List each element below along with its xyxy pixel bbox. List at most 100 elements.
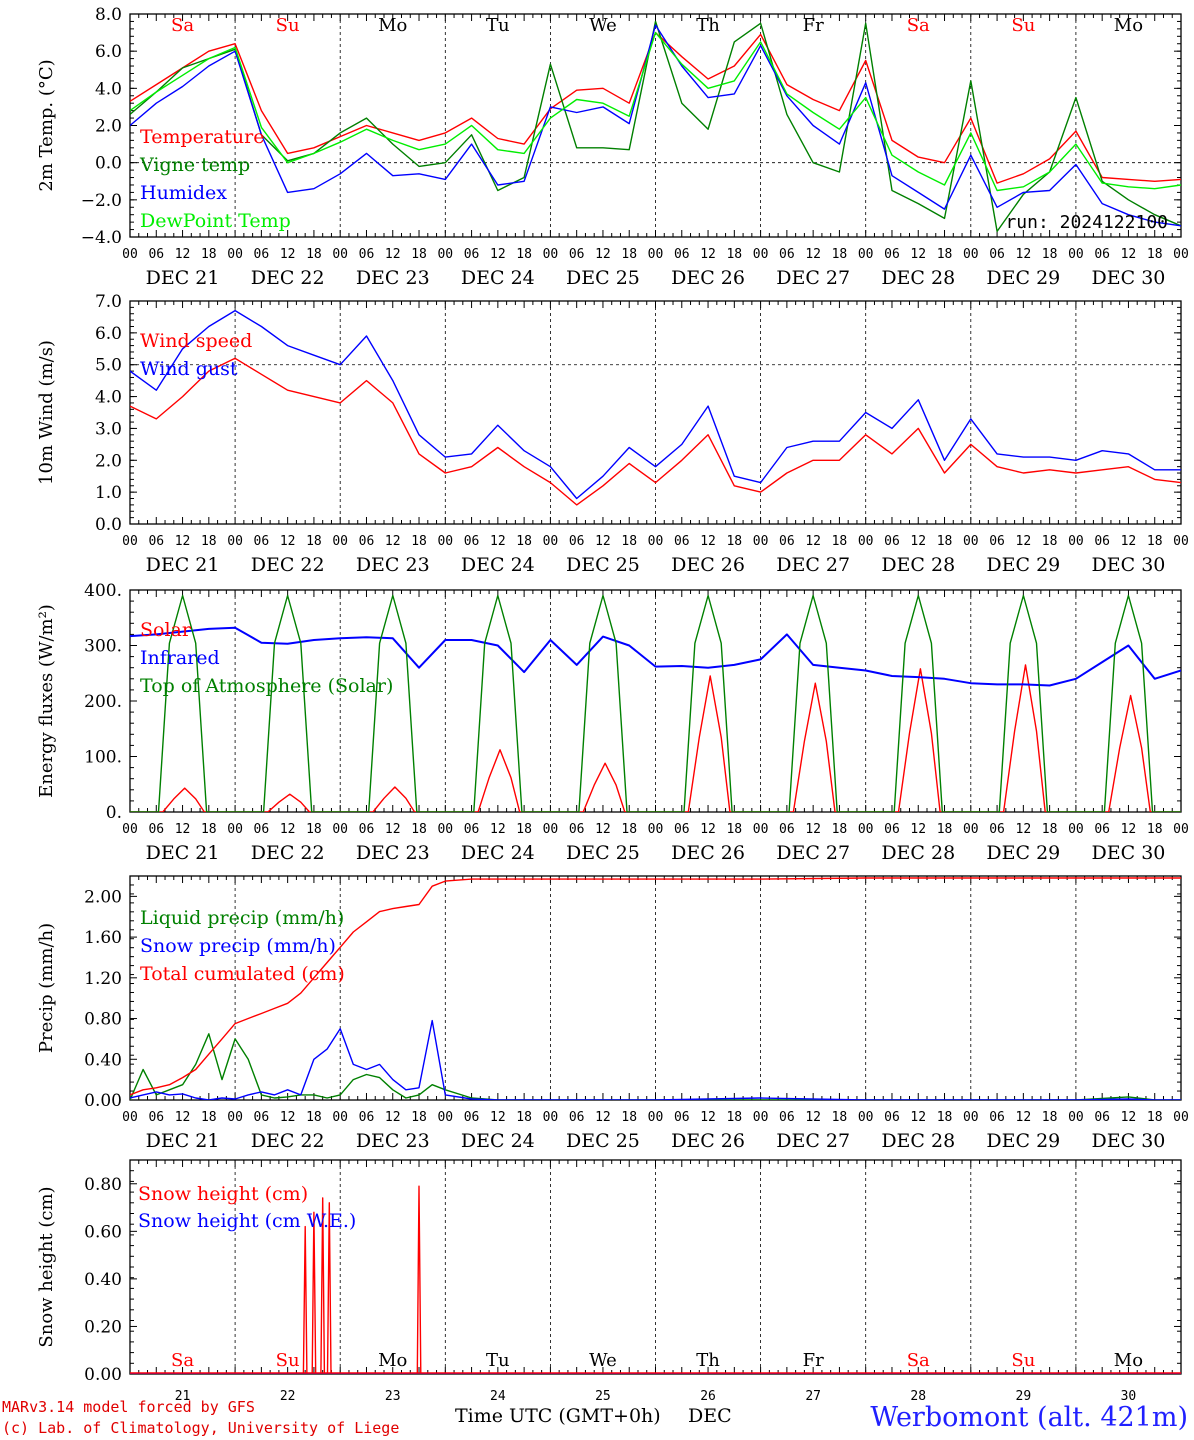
x-hour-label: 00 (332, 247, 348, 262)
series-line-total-cumulated-cm- (130, 877, 1181, 1096)
x-date-label: DEC 22 (251, 267, 325, 289)
x-hour-label: 00 (543, 822, 559, 837)
x-hour-label: 00 (122, 534, 138, 549)
x-hour-label: 00 (963, 1110, 979, 1125)
x-hour-label: 18 (411, 822, 427, 837)
x-hour-label: 18 (832, 822, 848, 837)
x-hour-label: 18 (937, 1110, 953, 1125)
x-hour-label: 06 (464, 247, 480, 262)
x-date-label: DEC 29 (986, 842, 1060, 864)
x-hour-label: 06 (884, 1110, 900, 1125)
y-tick-label: 0.20 (84, 1317, 122, 1337)
x-hour-label: 12 (595, 534, 611, 549)
x-hour-label: 00 (227, 1110, 243, 1125)
series-line-snow-precip-mm-h- (130, 1019, 1181, 1100)
x-hour-label: 06 (359, 1110, 375, 1125)
series-group (130, 309, 1181, 506)
x-hour-label: 00 (332, 1110, 348, 1125)
x-hour-label: 00 (963, 822, 979, 837)
x-hour-label: 06 (989, 1110, 1005, 1125)
x-hour-label: 18 (516, 534, 532, 549)
legend-label: DewPoint Temp (140, 210, 291, 232)
x-hour-label: 18 (411, 247, 427, 262)
y-axis-label: Energy fluxes (W/m²) (36, 604, 57, 798)
x-date-label: DEC 28 (881, 554, 955, 576)
panel-1: 8.0 6.0 4.0 2.0 0.0 −2.0 −4.0 2m Temp. (°C) Sa Su… (36, 5, 1189, 289)
x-hour-label: 12 (175, 822, 191, 837)
y-tick-label: 5.0 (95, 356, 122, 376)
y-tick-label: 0.00 (84, 1091, 122, 1111)
x-hour-label: 06 (359, 822, 375, 837)
x-hour-label: 00 (543, 247, 559, 262)
day-of-week-label-bottom: Mo (378, 1350, 407, 1371)
x-hour-label: 06 (989, 534, 1005, 549)
x-hour-label: 18 (621, 822, 637, 837)
x-hour-label: 18 (1147, 534, 1163, 549)
x-hour-label: 18 (411, 1110, 427, 1125)
x-hour-label: 18 (1042, 1110, 1058, 1125)
x-hour-label: 00 (648, 247, 664, 262)
y-tick-label: 0.40 (84, 1270, 122, 1290)
x-date-label: DEC 23 (356, 842, 430, 864)
x-hour-label: 12 (490, 1110, 506, 1125)
x-hour-label: 00 (858, 534, 874, 549)
day-of-week-label-bottom: Th (696, 1350, 720, 1371)
y-tick-label: −2.0 (81, 191, 122, 211)
x-hour-label: 00 (122, 822, 138, 837)
x-date-label: DEC 30 (1092, 1130, 1166, 1152)
y-tick-label: 8.0 (95, 5, 122, 25)
y-tick-label: 0.40 (84, 1050, 122, 1070)
series-group (130, 20, 1181, 233)
x-hour-label: 06 (254, 247, 270, 262)
x-hour-label: 06 (674, 822, 690, 837)
x-date-label: DEC 22 (251, 1130, 325, 1152)
x-hour-label: 00 (1173, 247, 1189, 262)
x-hour-label: 00 (227, 247, 243, 262)
x-hour-label: 12 (805, 247, 821, 262)
day-of-week-label-bottom: Fr (803, 1350, 824, 1371)
x-hour-label: 12 (385, 822, 401, 837)
x-hour-label: 18 (201, 247, 217, 262)
x-hour-label: 18 (726, 247, 742, 262)
x-hour-label: 12 (595, 1110, 611, 1125)
x-date-label: DEC 28 (881, 267, 955, 289)
x-day-number: 26 (700, 1389, 716, 1404)
x-hour-label: 06 (1094, 534, 1110, 549)
x-date-label: DEC 26 (671, 267, 745, 289)
x-hour-label: 06 (989, 822, 1005, 837)
x-hour-label: 06 (1094, 822, 1110, 837)
x-date-label: DEC 27 (776, 1130, 850, 1152)
series-line-dewpoint-temp (130, 31, 1181, 192)
y-tick-label: 6.0 (95, 42, 122, 62)
plot-frame (129, 13, 1182, 238)
x-hour-label: 12 (385, 534, 401, 549)
day-of-week-label: Su (276, 15, 300, 36)
x-hour-label: 18 (306, 1110, 322, 1125)
x-day-number: 22 (280, 1389, 296, 1404)
x-day-number: 29 (1016, 1389, 1032, 1404)
x-hour-label: 18 (726, 534, 742, 549)
legend-label: Vigne temp (139, 154, 250, 176)
day-of-week-label: Tu (486, 15, 510, 36)
y-tick-label: 1.60 (84, 928, 122, 948)
x-hour-label: 06 (569, 1110, 585, 1125)
x-hour-label: 12 (490, 822, 506, 837)
day-of-week-label-bottom: Tu (486, 1350, 510, 1371)
x-hour-label: 06 (884, 534, 900, 549)
x-hour-label: 00 (858, 247, 874, 262)
x-hour-label: 18 (1042, 534, 1058, 549)
x-hour-label: 06 (569, 822, 585, 837)
series-line-wind-gust (130, 309, 1181, 500)
x-hour-label: 12 (1121, 1110, 1137, 1125)
y-tick-label: −4.0 (81, 228, 122, 248)
x-hour-label: 00 (543, 534, 559, 549)
x-hour-label: 00 (437, 247, 453, 262)
y-tick-label: 0. (106, 803, 122, 823)
x-hour-label: 18 (516, 1110, 532, 1125)
panel-4: 2.00 1.60 1.20 0.80 0.40 0.00 Precip (mm/h) 00 0… (36, 875, 1189, 1152)
x-hour-label: 12 (1121, 822, 1137, 837)
x-date-label: DEC 24 (461, 267, 535, 289)
x-hour-label: 00 (332, 534, 348, 549)
series-line-liquid-precip-mm-h- (130, 1033, 1181, 1100)
